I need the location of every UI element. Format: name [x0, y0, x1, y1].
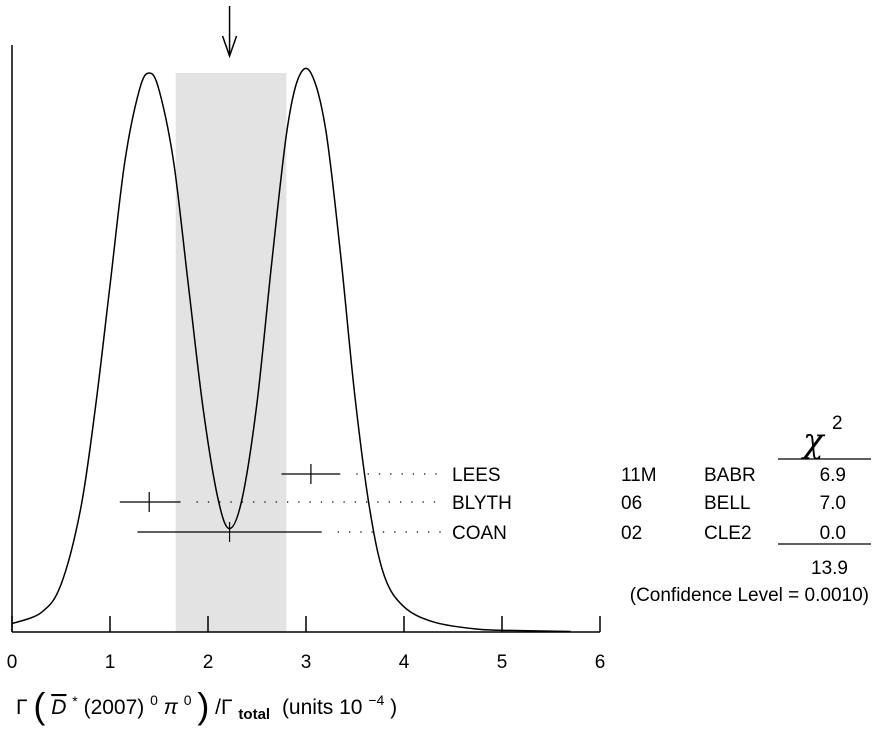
xlabel-close-paren: ) [197, 685, 209, 726]
measurement-coan: COAN 02 CLE2 0.0 [137, 522, 846, 544]
measurement-year: 02 [621, 523, 642, 544]
confidence-level: (Confidence Level = 0.0010) [630, 585, 869, 606]
measurement-lees: LEES 11M BABR 6.9 [281, 464, 846, 486]
measurement-experiment: CLE2 [704, 523, 752, 544]
measurement-experiment: BELL [704, 493, 750, 514]
chi2-header: χ 2 [801, 413, 843, 461]
measurement-year: 11M [621, 465, 657, 486]
measurement-author: COAN [452, 523, 507, 544]
xlabel-dbar: D [51, 696, 66, 719]
x-tick-label: 3 [301, 652, 312, 673]
x-axis-label: Γ ( D * (2007) 0 π 0 ) /Γ total (units 1… [16, 685, 397, 726]
xlabel-sup1: 0 [184, 692, 192, 708]
xlabel-gamma: Γ [16, 696, 28, 719]
chi2-total: 13.9 [811, 558, 848, 579]
x-tick-label: 0 [7, 652, 18, 673]
x-tick-label: 5 [497, 652, 508, 673]
measurement-chi2: 6.9 [820, 465, 846, 486]
x-tick-label: 6 [595, 652, 606, 673]
measurement-experiment: BABR [704, 465, 756, 486]
average-arrow [221, 6, 238, 59]
x-tick-label: 1 [105, 652, 116, 673]
x-axis-tick-labels: 0 1 2 3 4 5 6 [7, 652, 606, 673]
x-axis-ticks [11, 616, 601, 632]
xlabel-sup0: 0 [150, 692, 158, 708]
measurement-chi2: 0.0 [820, 523, 846, 544]
measurement-author: BLYTH [452, 493, 512, 514]
xlabel-total: total [238, 706, 270, 723]
x-tick-label: 2 [203, 652, 214, 673]
xlabel-close: ) [390, 696, 397, 719]
xlabel-slash: /Γ [215, 696, 232, 719]
measurement-author: LEES [452, 465, 501, 486]
average-error-band [175, 73, 287, 632]
ideogram-curve [11, 67, 571, 633]
xlabel-units: (units 10 [282, 696, 363, 719]
measurement-year: 06 [621, 493, 642, 514]
xlabel-pi: π [164, 696, 179, 719]
measurement-chi2: 7.0 [820, 493, 846, 514]
chi2-symbol: χ [801, 421, 826, 461]
measurement-blyth: BLYTH 06 BELL 7.0 [119, 492, 846, 514]
xlabel-mid: (2007) [84, 696, 145, 719]
xlabel-exp: −4 [368, 692, 384, 708]
x-tick-label: 4 [399, 652, 410, 673]
chi2-exponent: 2 [832, 413, 843, 434]
measurements: LEES 11M BABR 6.9 BLYTH 06 BELL 7.0 COAN 02 CLE2 0.… [119, 464, 846, 544]
xlabel-star: * [72, 693, 78, 709]
xlabel-open-paren: ( [33, 685, 45, 726]
